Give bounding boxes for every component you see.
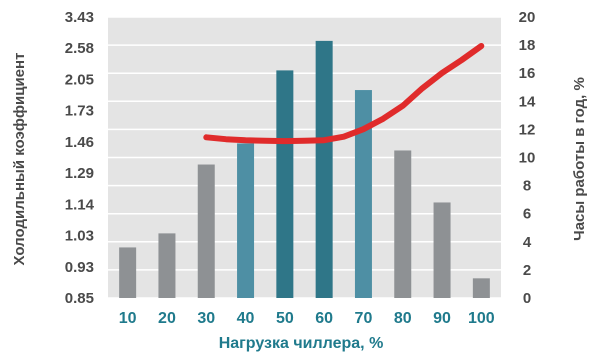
right-tick-label: 20: [519, 9, 536, 26]
right-tick-label: 4: [523, 234, 532, 251]
left-axis-ticks: 0.85 0.93 1.03 1.14 1.29 1.46 1.73 2.05 2.58 3.43: [65, 9, 95, 307]
left-axis-title: Холодильный коэффициент: [11, 53, 28, 266]
x-tick-label: 20: [158, 310, 176, 327]
bar: [119, 247, 137, 298]
left-tick-label: 1.46: [65, 134, 94, 151]
left-tick-label: 0.85: [65, 290, 94, 307]
x-tick-label: 40: [237, 310, 255, 327]
x-axis-ticks: 10 20 30 40 50 60 70 80 90 100: [119, 310, 495, 327]
cop-line-path: [203, 43, 485, 145]
bar: [237, 143, 255, 298]
right-tick-label: 14: [519, 93, 536, 110]
left-tick-label: 0.93: [65, 259, 94, 276]
right-tick-label: 6: [523, 206, 531, 223]
x-tick-label: 60: [315, 310, 333, 327]
left-tick-label: 2.05: [65, 71, 94, 88]
bar: [158, 233, 176, 298]
left-tick-label: 1.03: [65, 228, 94, 245]
left-tick-label: 1.14: [65, 196, 95, 213]
left-tick-label: 1.29: [65, 165, 94, 182]
bar: [472, 278, 490, 298]
x-tick-label: 70: [355, 310, 373, 327]
right-tick-label: 18: [519, 37, 536, 54]
right-tick-label: 2: [523, 262, 531, 279]
right-tick-label: 16: [519, 65, 536, 82]
x-axis-title: Нагрузка чиллера, %: [219, 335, 384, 352]
right-tick-label: 0: [523, 290, 531, 307]
right-tick-label: 10: [519, 150, 536, 167]
right-tick-label: 8: [523, 178, 531, 195]
x-tick-label: 30: [197, 310, 215, 327]
bar: [315, 40, 333, 298]
bar: [394, 150, 412, 298]
bar: [433, 202, 451, 298]
right-axis-ticks: 0 2 4 6 8 10 12 14 16 18 20: [519, 9, 536, 307]
x-tick-label: 100: [468, 310, 495, 327]
bars: [119, 40, 490, 298]
bar: [354, 90, 372, 298]
right-axis-title: Часы работы в год, %: [571, 77, 588, 241]
left-tick-label: 1.73: [65, 103, 94, 120]
x-tick-label: 10: [119, 310, 137, 327]
left-tick-label: 3.43: [65, 9, 94, 26]
x-tick-label: 90: [433, 310, 451, 327]
x-tick-label: 80: [394, 310, 412, 327]
bar: [276, 70, 294, 298]
bar: [197, 164, 215, 298]
left-tick-label: 2.58: [65, 40, 94, 57]
cop-line: [203, 43, 485, 145]
x-tick-label: 50: [276, 310, 294, 327]
right-tick-label: 12: [519, 121, 536, 138]
